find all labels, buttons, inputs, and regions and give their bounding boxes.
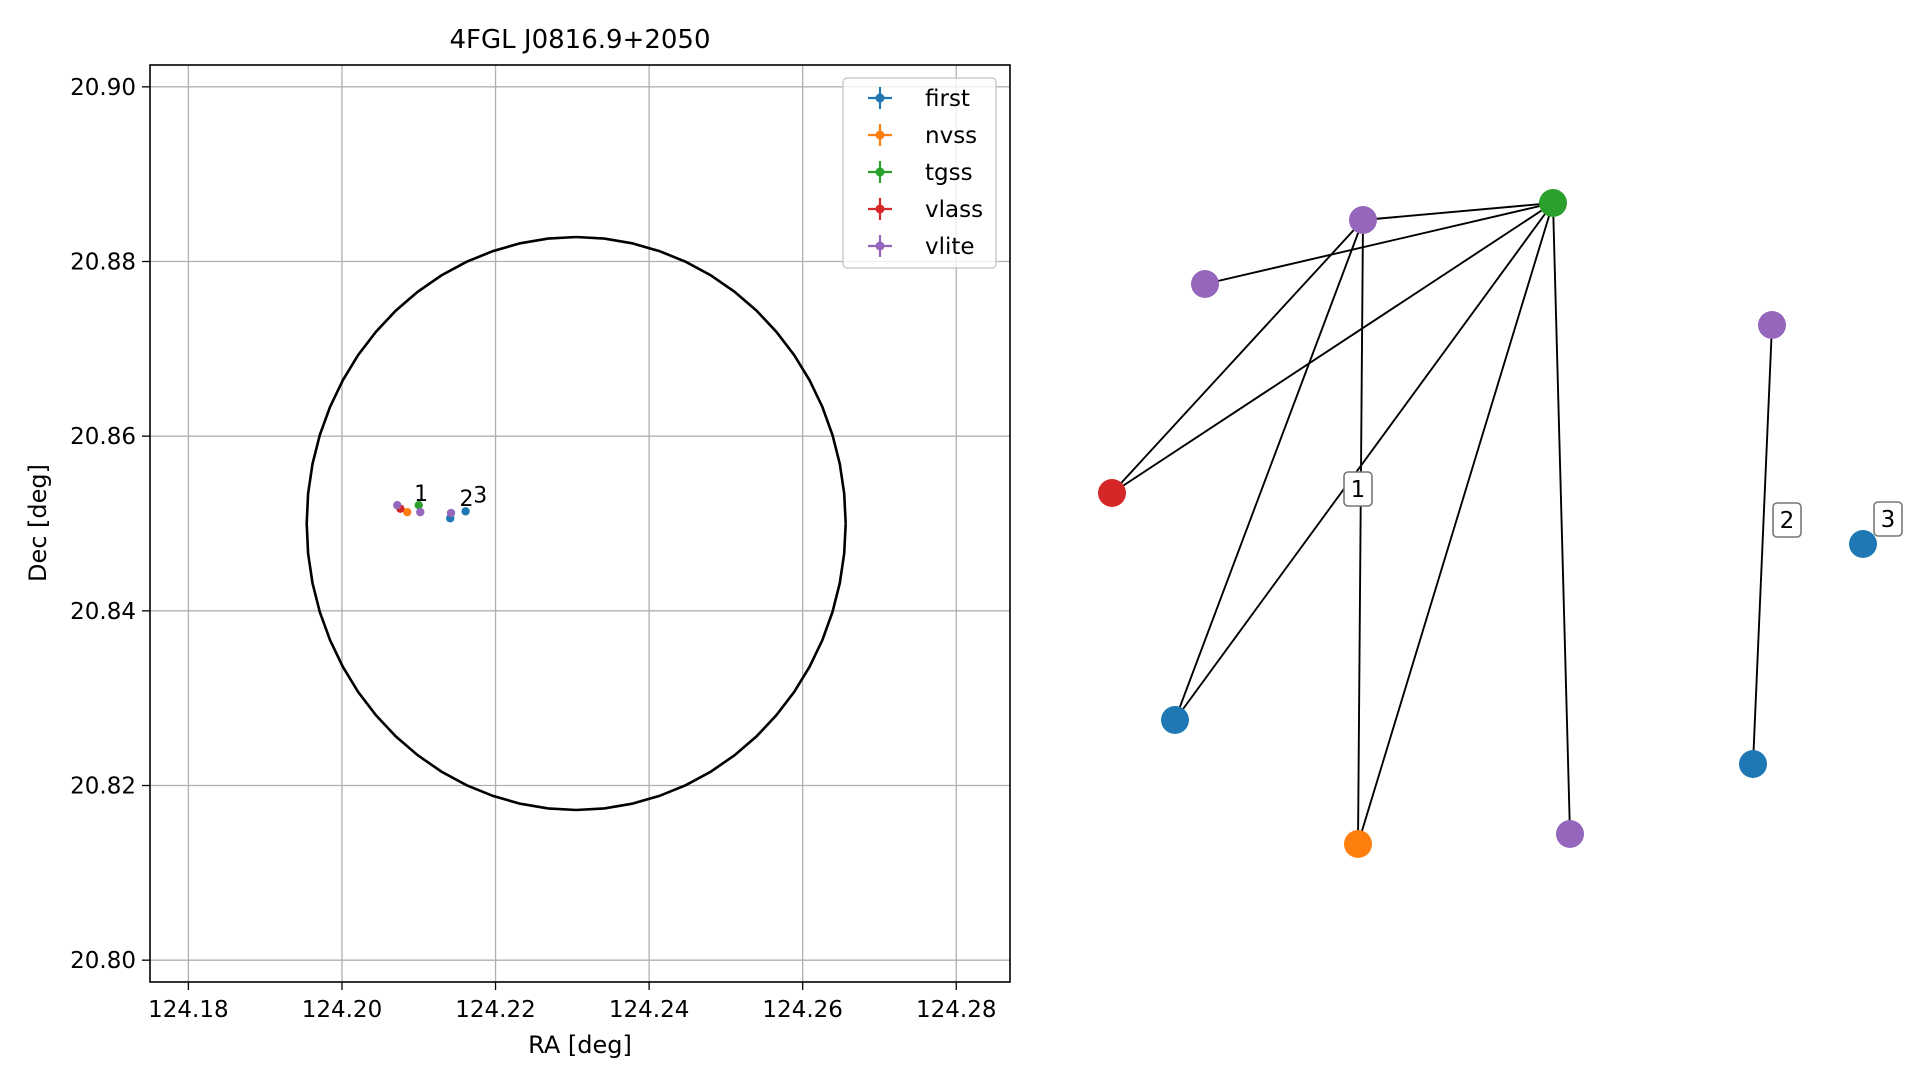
legend-marker-dot (875, 167, 885, 177)
network-node-tgss (1539, 189, 1567, 217)
point-vlite (416, 507, 425, 517)
network-edge (1357, 219, 1364, 845)
x-axis-ticks: 124.18 124.20 124.22 124.24 124.26 124.28 (148, 982, 996, 1023)
network-node-vlite (1191, 270, 1219, 298)
localization-circle (305, 235, 847, 812)
x-tick-label: 124.18 (148, 997, 228, 1023)
point-vlite (446, 508, 456, 518)
network-edge (1111, 202, 1554, 494)
group-label-box (1873, 501, 1903, 537)
x-tick-label: 124.26 (762, 997, 842, 1023)
y-tick-label: 20.86 (70, 424, 136, 450)
network-edge (1752, 324, 1773, 765)
legend-item-vlite: vlite (868, 234, 975, 260)
network-node-first (1739, 750, 1767, 778)
y-tick-label: 20.80 (70, 948, 136, 974)
axes-frame (149, 64, 1011, 983)
chart-title: 4FGL J0816.9+2050 (450, 25, 711, 55)
network-node-vlite (1758, 311, 1786, 339)
legend-box (842, 77, 997, 269)
group-label: 3 (1873, 501, 1903, 537)
network-node-vlite (1349, 206, 1377, 234)
point-first (461, 507, 470, 516)
y-tick-label: 20.82 (70, 774, 136, 800)
legend-marker-dot (875, 93, 885, 103)
network-node-vlite (1556, 820, 1584, 848)
annotation-label: 3 (473, 484, 487, 509)
network-panel: 1 2 3 (1098, 189, 1903, 858)
point-tgss (414, 500, 423, 510)
group-label: 1 (1343, 471, 1373, 507)
x-tick-label: 124.24 (609, 997, 689, 1023)
legend-item-nvss: nvss (868, 123, 977, 149)
network-node-vlass (1098, 479, 1126, 507)
network-node-first (1161, 706, 1189, 734)
legend-label: nvss (925, 123, 977, 149)
network-edge (1357, 202, 1554, 845)
network-edge (1174, 202, 1554, 721)
point-nvss (403, 507, 412, 517)
error-ellipse (305, 235, 847, 812)
network-node-first (1849, 530, 1877, 558)
group-label-text: 3 (1881, 507, 1896, 533)
network-edge (1552, 202, 1571, 835)
legend-marker-dot (875, 241, 885, 251)
group-label: 2 (1772, 502, 1802, 538)
y-tick-label: 20.90 (70, 75, 136, 101)
legend-item-vlass: vlass (868, 197, 983, 223)
x-axis-label: RA [deg] (528, 1031, 632, 1059)
point-vlite (393, 500, 402, 510)
group-label-box (1772, 502, 1802, 538)
group-label-text: 2 (1780, 508, 1795, 534)
network-edge (1111, 219, 1364, 494)
y-axis-label: Dec [deg] (24, 464, 52, 582)
legend-label: vlite (925, 234, 975, 260)
y-tick-label: 20.84 (70, 599, 136, 625)
x-tick-label: 124.20 (302, 997, 382, 1023)
legend-marker-dot (875, 204, 885, 214)
group-labels: 1 2 3 (1343, 471, 1903, 538)
group-label-box (1343, 471, 1373, 507)
legend-items: first nvss tgss vlass vlite (868, 86, 983, 260)
y-axis-ticks: 20.80 20.82 20.84 20.86 20.88 20.90 (70, 75, 150, 974)
y-tick-label: 20.88 (70, 250, 136, 276)
network-nodes (1098, 189, 1877, 858)
network-edges (1111, 202, 1773, 845)
x-tick-label: 124.28 (916, 997, 996, 1023)
annotation-label: 2 (459, 487, 473, 512)
network-edge (1204, 202, 1554, 285)
legend-item-first: first (868, 86, 970, 112)
legend-label: vlass (925, 197, 983, 223)
annotation-label: 1 (414, 482, 428, 507)
network-edge (1362, 202, 1554, 221)
legend: first nvss tgss vlass vlite (842, 77, 997, 269)
group-label-text: 1 (1351, 477, 1366, 503)
network-node-nvss (1344, 830, 1372, 858)
legend-label: tgss (925, 160, 973, 186)
legend-marker-dot (875, 130, 885, 140)
data-points (393, 500, 470, 523)
legend-item-tgss: tgss (868, 160, 973, 186)
x-tick-label: 124.22 (455, 997, 535, 1023)
network-edge (1174, 219, 1364, 721)
legend-label: first (925, 86, 970, 112)
